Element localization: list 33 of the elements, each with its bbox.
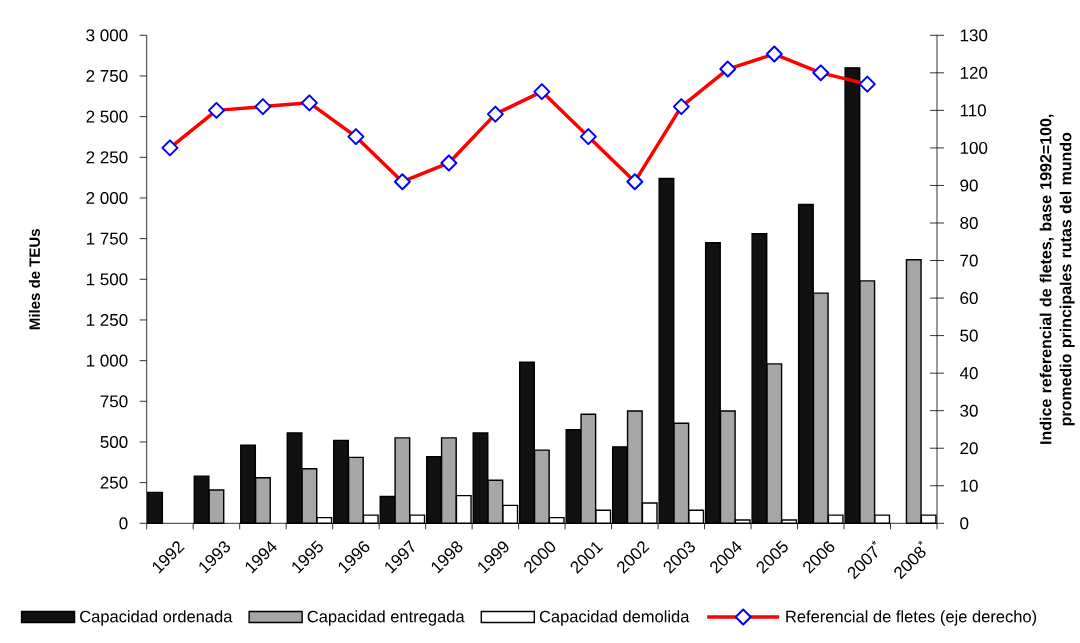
y2-tick-label: 80 xyxy=(960,216,978,230)
y2-tick-label: 50 xyxy=(960,329,978,342)
y-tick-label: 1 750 xyxy=(86,232,128,245)
y2-tick-label: 120 xyxy=(960,66,988,79)
y-tick-label: 1 250 xyxy=(86,313,128,326)
y-tick-label: 750 xyxy=(100,395,128,408)
y-tick-label: 2 000 xyxy=(86,191,128,204)
y2-tick-label: 40 xyxy=(959,367,978,380)
legend-label: Capacidad demolida xyxy=(539,610,690,626)
y2-tick-label: 0 xyxy=(960,517,969,530)
y2-tick-label: 100 xyxy=(960,141,988,154)
y-tick-label: 500 xyxy=(100,435,128,448)
y2-tick-label: 60 xyxy=(960,292,978,305)
y-axis-title: Miles de TEUs xyxy=(28,229,40,330)
y2-tick-label: 20 xyxy=(960,442,978,455)
y-tick-label: 250 xyxy=(100,476,128,489)
y2-tick-label: 110 xyxy=(960,104,986,117)
y2-tick-label: 10 xyxy=(960,479,978,492)
y2-tick-label: 70 xyxy=(960,254,978,267)
y-tick-label: 2 500 xyxy=(86,110,128,123)
y-tick-label: 3 000 xyxy=(86,29,128,42)
y-tick-label: 2 250 xyxy=(86,151,128,164)
y-tick-label: 1 500 xyxy=(86,273,128,286)
legend-label: Capacidad ordenada xyxy=(80,610,233,626)
y-tick-label: 2 750 xyxy=(86,69,128,82)
legend-label: Referencial de fletes (eje derecho) xyxy=(786,610,1037,626)
y2-tick-label: 30 xyxy=(960,404,978,417)
y-tick-label: 0 xyxy=(119,517,128,530)
y-tick-label: 1 000 xyxy=(86,354,128,367)
y2-tick-label: 90 xyxy=(960,179,978,192)
y2-tick-label: 130 xyxy=(960,29,988,42)
y2-axis-title: Indice referencial de fletes, base 1992=100, promedio principales rutas del mundo xyxy=(1039,114,1075,444)
legend-label: Capacidad entregada xyxy=(307,610,465,626)
